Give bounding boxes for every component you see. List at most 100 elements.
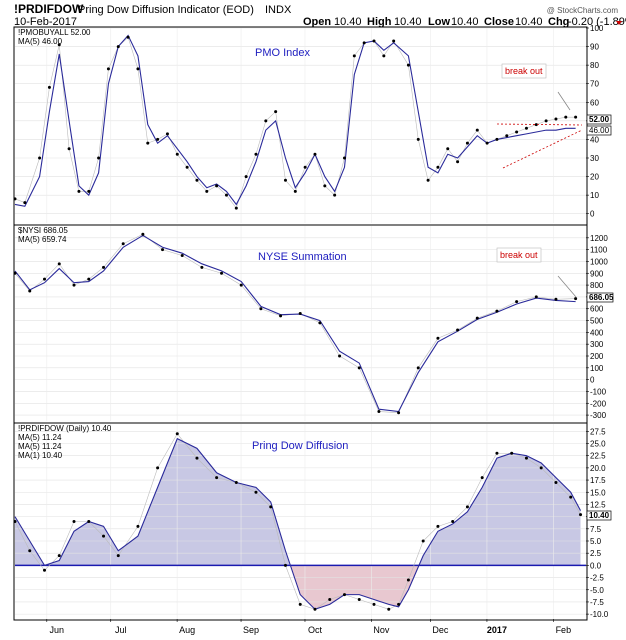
ytick-label-bottom-2: -5.0	[590, 586, 604, 595]
series-top-price-point-1	[23, 201, 27, 205]
series-top-price-point-4	[57, 43, 61, 47]
series-bottom-price-point-27	[436, 524, 440, 528]
series-middle-price-point-30	[574, 297, 578, 301]
series-middle-price-point-7	[121, 242, 125, 246]
ytick-label-bottom-6: 5.0	[590, 537, 602, 546]
series-bottom-price-point-1	[28, 549, 32, 553]
series-bottom-price-point-12	[215, 476, 219, 480]
series-top-price-point-25	[264, 119, 268, 123]
chart-date: 10-Feb-2017	[14, 16, 77, 28]
ytick-label-middle-1: -200	[590, 399, 607, 408]
series-top-price-point-36	[372, 39, 376, 43]
series-top-price-point-2	[38, 156, 42, 160]
ytick-label-top-8: 80	[590, 61, 599, 70]
ytick-label-top-3: 30	[590, 154, 599, 163]
breakout-arrow-middle	[557, 275, 577, 298]
ytick-label-bottom-12: 20.0	[590, 464, 606, 473]
x-label-8: Feb	[556, 625, 572, 635]
series-bottom-ma-line	[14, 437, 582, 610]
series-middle-price-point-1	[28, 289, 32, 293]
ytick-label-top-10: 100	[590, 24, 604, 33]
series-top-price-point-3	[47, 85, 51, 89]
series-bottom-price-point-8	[136, 524, 140, 528]
area-positive-fill	[15, 438, 581, 566]
series-middle-price-point-15	[279, 314, 283, 318]
series-top-price-point-21	[224, 193, 228, 197]
series-bottom-price-point-20	[342, 593, 346, 597]
ytick-label-bottom-0: -10.0	[590, 610, 609, 619]
series-middle-price-point-0	[13, 271, 17, 275]
series-top-price-point-19	[205, 189, 209, 193]
tag-middle-0: 686.05	[589, 293, 614, 302]
series-bottom-price-point-18	[313, 607, 317, 611]
series-top-price-point-44	[456, 160, 460, 164]
series-bottom-price-point-4	[72, 520, 76, 523]
series-middle-price-point-6	[102, 265, 106, 269]
ytick-label-middle-2: -100	[590, 387, 607, 396]
series-top-price-point-56	[574, 115, 578, 119]
series-bottom-price-point-25	[406, 578, 410, 582]
series-bottom-price-point-7	[116, 554, 120, 558]
ytick-label-top-1: 10	[590, 191, 599, 200]
series-top-price-point-53	[544, 119, 548, 123]
series-top-price-point-47	[485, 141, 489, 145]
ytick-label-middle-9: 600	[590, 305, 604, 314]
series-middle-price-point-22	[416, 366, 420, 370]
ytick-label-bottom-11: 17.5	[590, 476, 606, 485]
breakout-annotation-top: break out	[496, 63, 583, 169]
breakout-label-middle: break out	[500, 250, 538, 260]
series-top-price-point-43	[446, 147, 450, 151]
high-value: 10.40	[394, 16, 422, 28]
series-top-price-connector	[14, 36, 576, 209]
series-top-price-point-18	[195, 178, 199, 182]
series-top-price-point-10	[116, 45, 120, 49]
series-bottom-price-point-5	[87, 520, 91, 523]
series-middle-price-point-21	[397, 411, 401, 415]
series-top-price-point-37	[382, 54, 386, 58]
legend-top: !PMOBUYALL 52.00 MA(5) 46.00	[18, 28, 91, 46]
series-middle-price-point-4	[72, 283, 76, 287]
ytick-label-middle-3: 0	[590, 376, 595, 385]
series-bottom-price-point-31	[495, 451, 499, 455]
ytick-label-bottom-5: 2.5	[590, 549, 602, 558]
series-bottom-price-point-26	[421, 539, 425, 543]
legend-middle-1: MA(5) 659.74	[18, 235, 67, 244]
ytick-label-middle-5: 200	[590, 352, 604, 361]
legend-top-1: MA(5) 46.00	[18, 37, 63, 46]
legend-bottom-0: !PRDIFDOW (Daily) 10.40	[18, 424, 112, 433]
series-top-price-point-5	[67, 147, 71, 151]
series-top-price-point-41	[426, 178, 430, 182]
ytick-label-bottom-15: 27.5	[590, 427, 606, 436]
x-label-3: Sep	[243, 625, 259, 635]
ytick-label-top-2: 20	[590, 173, 599, 182]
tag-middle-0-box	[586, 292, 614, 303]
exchange-label: INDX	[265, 4, 292, 16]
series-bottom-price-point-28	[451, 520, 455, 523]
series-top-ma-line	[14, 34, 576, 207]
ytick-label-bottom-1: -7.5	[590, 598, 604, 607]
x-label-7: 2017	[487, 625, 507, 635]
tag-top-0-box	[586, 114, 612, 125]
close-value: 10.40	[515, 16, 543, 28]
ohlc-readout: Open 10.40 High 10.40 Low 10.40 Close 10…	[303, 16, 626, 28]
open-value: 10.40	[334, 16, 362, 28]
series-top-price-point-45	[465, 141, 469, 145]
series-middle-price-point-2	[43, 277, 47, 281]
series-top-price-point-12	[136, 67, 140, 71]
chart-header: !PRDIFDOW Pring Dow Diffusion Indicator …	[14, 2, 626, 28]
ytick-label-middle-4: 100	[590, 364, 604, 373]
legend-top-0: !PMOBUYALL 52.00	[18, 28, 91, 37]
series-top-price-point-11	[126, 35, 130, 39]
fills-layer	[15, 438, 581, 610]
ytick-label-bottom-3: -2.5	[590, 574, 604, 583]
series-bottom-price-point-35	[554, 481, 558, 484]
panel-top-title: PMO Index	[255, 47, 311, 59]
series-middle-price-point-16	[298, 311, 302, 315]
series-top-price-point-22	[234, 206, 238, 210]
ytick-label-bottom-10: 15.0	[590, 488, 606, 497]
series-bottom-price-point-13	[234, 481, 238, 484]
series-bottom-price-point-17	[298, 602, 302, 606]
close-label: Close	[484, 16, 514, 28]
ytick-label-middle-0: -300	[590, 411, 607, 420]
